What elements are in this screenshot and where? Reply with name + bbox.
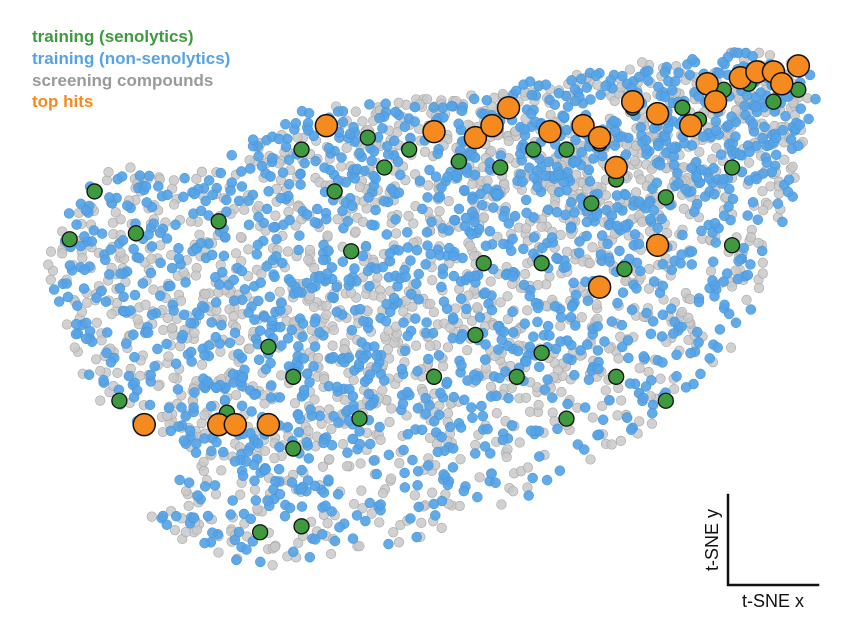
axis-indicator: t-SNE y t-SNE x	[696, 485, 836, 620]
svg-text:t-SNE y: t-SNE y	[702, 509, 722, 571]
legend-item-top-hits: top hits	[32, 91, 230, 113]
legend-item-screening: screening compounds	[32, 70, 230, 92]
legend-item-senolytics: training (senolytics)	[32, 26, 230, 48]
legend-item-non-senolytics: training (non-senolytics)	[32, 48, 230, 70]
svg-text:t-SNE x: t-SNE x	[742, 591, 804, 611]
legend: training (senolytics) training (non-seno…	[32, 26, 230, 113]
axis-corner-icon: t-SNE y t-SNE x	[696, 485, 836, 615]
